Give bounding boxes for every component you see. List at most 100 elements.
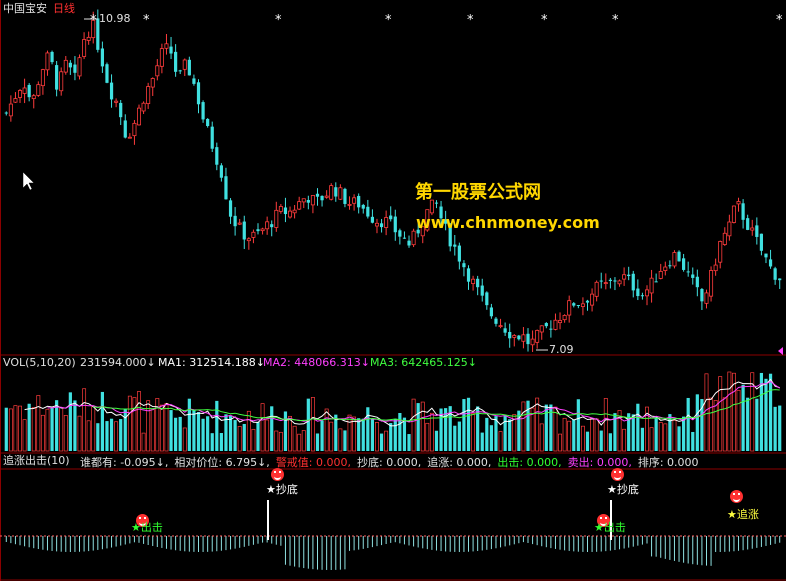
volume-bar (677, 426, 681, 451)
candle-body (485, 292, 489, 306)
volume-bar (210, 433, 214, 451)
candle-body (668, 265, 672, 267)
candle-body (750, 227, 755, 231)
candle-body (150, 78, 155, 88)
volume-bar (709, 397, 714, 452)
candle-body (640, 295, 645, 297)
volume-bar (178, 416, 182, 451)
signal-chuji-1: ★出击 (131, 521, 163, 534)
stock-name[interactable]: 中国宝安 (3, 2, 47, 15)
volume-bar (169, 410, 173, 451)
candle-body (713, 264, 718, 272)
candle-body (585, 300, 590, 303)
candle-body (526, 333, 530, 345)
candle-body (265, 221, 270, 230)
volume-bar (434, 430, 439, 451)
volume-bar (517, 410, 521, 451)
star-marker-icon: * (385, 13, 392, 28)
candle-body (82, 39, 87, 57)
candle-body (636, 288, 640, 297)
volume-bar (270, 406, 274, 451)
candle-body (558, 320, 563, 324)
watermark-url: www.chnmoney.com (416, 213, 600, 232)
volume-bar (778, 405, 782, 451)
volume-bar (361, 418, 365, 451)
candle-body (370, 216, 375, 223)
volume-bar (256, 421, 260, 451)
volume-bar (251, 428, 256, 452)
volume-bar (215, 400, 219, 451)
candle-body (8, 103, 13, 117)
volume-bar (375, 422, 379, 452)
volume-bar (444, 408, 448, 451)
volume-bar (462, 399, 466, 451)
volume-indicator-name[interactable]: VOL(5,10,20) (3, 356, 76, 369)
volume-bar (576, 399, 580, 451)
mouse-cursor-icon (22, 171, 35, 191)
candle-body (343, 188, 347, 204)
candle-body (159, 48, 164, 67)
candle-body (539, 325, 544, 333)
volume-bar (731, 372, 736, 452)
volume-bar (114, 421, 119, 452)
volume-bar (503, 415, 507, 451)
candle-body (141, 102, 146, 112)
candle-body (18, 90, 23, 98)
volume-bar (278, 431, 283, 452)
period-label[interactable]: 日线 (53, 2, 75, 15)
volume-bar (228, 415, 233, 451)
candle-body (206, 118, 210, 127)
volume-bar (476, 406, 480, 451)
volume-bar (393, 418, 397, 451)
volume-bar (668, 414, 672, 451)
candle-body (196, 82, 201, 105)
candle-body (4, 112, 8, 114)
volume-bar (466, 397, 471, 451)
candle-body (709, 270, 714, 297)
volume-bar (36, 395, 41, 452)
volume-bar (201, 418, 205, 451)
signal-chuji-2: ★出击 (594, 521, 626, 534)
volume-bar (334, 414, 338, 451)
signal-zhuizhang: ★追涨 (727, 508, 759, 521)
candle-body (334, 187, 338, 197)
volume-bar (127, 395, 132, 452)
volume-bar (224, 414, 228, 451)
candle-body (649, 277, 654, 294)
candle-body (476, 278, 480, 288)
candle-body (672, 252, 677, 267)
candle-body (759, 233, 764, 251)
volume-ma-line (47, 380, 780, 423)
candle-body (352, 197, 357, 204)
volume-bar (594, 418, 599, 452)
candle-body (109, 82, 114, 100)
candle-body (613, 280, 617, 282)
volume-bar (768, 373, 773, 451)
candle-body (329, 185, 334, 200)
volume-bar (59, 407, 64, 452)
candle-body (411, 230, 416, 246)
volume-bar (40, 414, 45, 452)
volume-bar (512, 414, 517, 452)
volume-bar (352, 416, 357, 452)
scroll-right-marker-icon[interactable] (778, 347, 783, 355)
indicator-name[interactable]: 追涨出击(10) (3, 454, 70, 467)
volume-bar (420, 401, 425, 452)
candle-body (695, 276, 699, 288)
candle-body (567, 300, 572, 316)
volume-bar (73, 400, 77, 451)
volume-bar (366, 407, 370, 451)
indicator-item: 卖出: 0.000, (567, 456, 632, 469)
candle-body (178, 70, 182, 72)
candle-body (457, 245, 461, 262)
volume-bar (274, 430, 279, 452)
candle-body (764, 253, 768, 258)
volume-bar (265, 419, 270, 452)
candle-body (77, 57, 82, 77)
candle-body (55, 65, 59, 90)
candle-body (553, 319, 558, 330)
candle-body (741, 203, 745, 220)
candle-body (361, 204, 365, 209)
candle-body (278, 206, 283, 212)
